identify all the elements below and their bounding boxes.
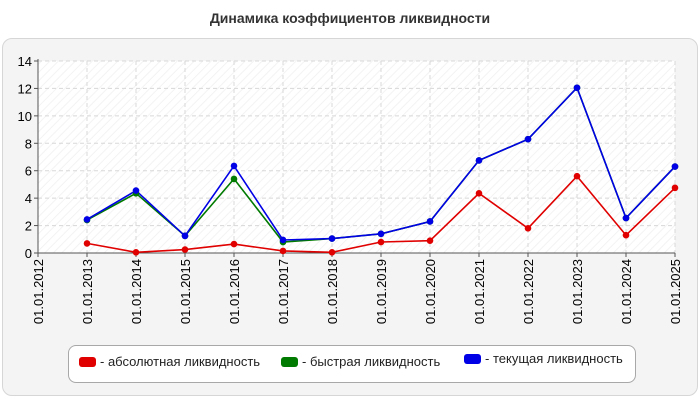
data-point-current-liquidity xyxy=(573,84,581,92)
legend-label-quick: - быстрая ликвидность xyxy=(302,354,441,369)
x-tick-label: 01.01.2018 xyxy=(325,259,340,324)
data-point-absolute-liquidity xyxy=(426,237,434,244)
data-point-absolute-liquidity xyxy=(181,246,189,253)
legend-swatch-current xyxy=(464,353,481,364)
data-point-absolute-liquidity xyxy=(524,225,532,232)
data-point-absolute-liquidity xyxy=(475,190,483,197)
legend-swatch-quick xyxy=(281,356,298,367)
data-point-current-liquidity xyxy=(426,218,434,225)
data-point-absolute-liquidity xyxy=(132,249,140,256)
chart-legend: - абсолютная ликвидность - быстрая ликви… xyxy=(68,345,636,383)
y-tick-label: 4 xyxy=(25,191,32,206)
data-point-current-liquidity xyxy=(279,236,287,244)
data-point-absolute-liquidity xyxy=(573,172,581,180)
data-point-absolute-liquidity xyxy=(377,238,385,246)
data-point-quick-liquidity xyxy=(230,175,238,183)
data-point-absolute-liquidity xyxy=(279,247,287,255)
data-point-current-liquidity xyxy=(475,157,483,164)
data-point-current-liquidity xyxy=(622,214,630,222)
data-point-absolute-liquidity xyxy=(230,240,238,248)
data-point-current-liquidity xyxy=(328,235,336,242)
x-tick-label: 01.01.2021 xyxy=(472,259,487,324)
x-tick-label: 01.01.2024 xyxy=(619,259,634,324)
legend-item-current: - текущая ликвидность xyxy=(464,351,623,366)
data-point-current-liquidity xyxy=(181,232,189,240)
legend-item-absolute: - абсолютная ликвидность xyxy=(79,354,260,369)
data-point-current-liquidity xyxy=(524,135,532,143)
legend-item-quick: - быстрая ликвидность xyxy=(281,354,440,369)
data-point-absolute-liquidity xyxy=(328,249,336,256)
data-point-absolute-liquidity xyxy=(83,240,91,247)
plot-area xyxy=(38,61,675,253)
data-point-current-liquidity xyxy=(230,162,238,170)
y-tick-label: 2 xyxy=(25,219,32,234)
x-tick-label: 01.01.2014 xyxy=(129,259,144,324)
data-point-current-liquidity xyxy=(377,230,385,238)
y-tick-label: 14 xyxy=(18,54,32,69)
data-point-absolute-liquidity xyxy=(622,231,630,239)
x-tick-label: 01.01.2023 xyxy=(570,259,585,324)
y-tick-label: 12 xyxy=(18,81,32,96)
y-tick-label: 0 xyxy=(25,246,32,261)
x-tick-label: 01.01.2016 xyxy=(227,259,242,324)
x-tick-label: 01.01.2022 xyxy=(521,259,536,324)
legend-label-absolute: - абсолютная ликвидность xyxy=(100,354,261,369)
legend-swatch-absolute xyxy=(79,356,96,367)
x-tick-label: 01.01.2015 xyxy=(178,259,193,324)
y-tick-label: 6 xyxy=(25,164,32,179)
x-tick-label: 01.01.2025 xyxy=(668,259,683,324)
y-tick-label: 10 xyxy=(18,109,32,124)
data-point-current-liquidity xyxy=(83,216,91,223)
x-tick-label: 01.01.2017 xyxy=(276,259,291,324)
x-tick-label: 01.01.2012 xyxy=(31,259,46,324)
legend-label-current: - текущая ликвидность xyxy=(485,351,623,366)
chart-title: Динамика коэффициентов ликвидности xyxy=(209,10,491,26)
x-tick-label: 01.01.2013 xyxy=(80,259,95,324)
y-tick-label: 8 xyxy=(25,136,32,151)
data-point-absolute-liquidity xyxy=(671,184,679,192)
data-point-current-liquidity xyxy=(132,187,140,194)
x-tick-label: 01.01.2020 xyxy=(423,259,438,324)
data-point-current-liquidity xyxy=(671,163,679,170)
x-tick-label: 01.01.2019 xyxy=(374,259,389,324)
